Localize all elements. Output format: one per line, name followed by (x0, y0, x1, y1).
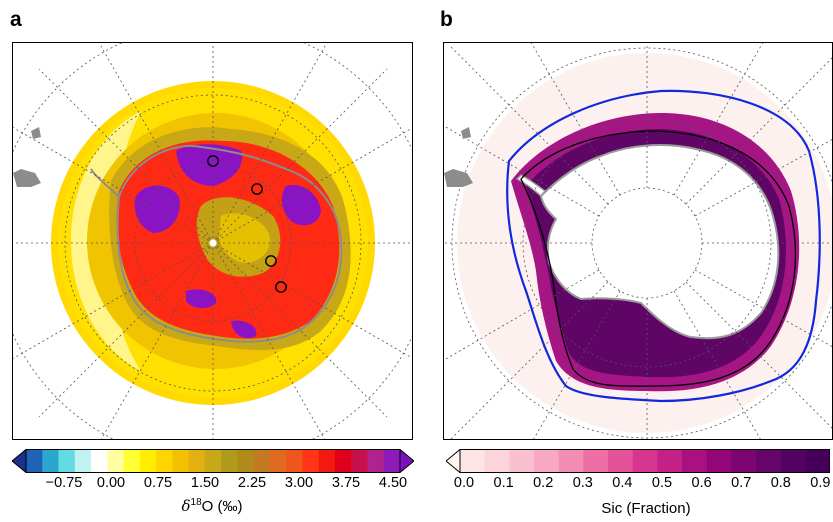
delta18o-purple-patch-south (186, 289, 217, 309)
colorbar-a-segment (74, 449, 92, 473)
panel-label-a: a (10, 8, 22, 31)
ice-core-site-2 (251, 183, 263, 195)
colorbar-a-segment (107, 449, 124, 473)
colorbar-a-extend-max (399, 448, 415, 474)
colorbar-a-segment (156, 449, 173, 473)
colorbar-b-segment (657, 449, 683, 473)
colorbar-b (445, 448, 831, 474)
colorbar-b-tick-label: 0.6 (691, 475, 712, 491)
colorbar-a-segment (188, 449, 206, 473)
graticule-b (444, 43, 832, 439)
delta18o-purple-patch-east (281, 184, 321, 226)
colorbar-b-extend-min (445, 448, 461, 474)
colorbar-b-tick-label: 0.5 (651, 475, 673, 491)
colorbar-b-tick-label: 0.9 (810, 475, 831, 491)
colorbar-a-tick-label: 1.50 (190, 475, 220, 491)
ice-core-site-3 (265, 255, 277, 267)
land-fragment-b-2 (461, 127, 471, 139)
colorbar-b-tick-label: 0.3 (572, 475, 593, 491)
colorbar-b-segment (632, 449, 658, 473)
colorbar-b-segment (534, 449, 559, 473)
peninsula-a (90, 168, 120, 198)
colorbar-b-tick-label: 0.4 (612, 475, 633, 491)
colorbar-a-segment (302, 449, 319, 473)
colorbar-a-segment (204, 449, 222, 473)
colorbar-b-segment (706, 449, 732, 473)
map-panel-a (12, 42, 413, 440)
colorbar-a-tick-label: 0.75 (143, 475, 173, 491)
ice-core-site-4 (275, 281, 287, 293)
colorbar-a-segment (318, 449, 336, 473)
colorbar-a-tick-label: 4.50 (378, 475, 408, 491)
colorbar-a-segment (42, 449, 59, 473)
land-fragment-b-1 (444, 169, 473, 187)
land-fragment-a-1 (13, 169, 41, 187)
colorbar-a-segment (26, 449, 43, 473)
colorbar-a (11, 448, 415, 474)
colorbar-b-tick-label: 0.7 (731, 475, 752, 491)
colorbar-a-segment (237, 449, 254, 473)
colorbar-b-segment (756, 449, 781, 473)
map-panel-b (443, 42, 833, 440)
colorbar-b-segment (583, 449, 609, 473)
colorbar-b-segment (805, 449, 831, 473)
land-fragment-a-2 (31, 127, 41, 139)
south-pole-marker (209, 239, 217, 247)
observed-ice-edge (506, 89, 821, 403)
coastline-a (116, 145, 343, 343)
colorbar-b-tick-label: 0.1 (493, 475, 514, 491)
colorbar-a-segment (351, 449, 368, 473)
colorbar-b-svg (445, 448, 831, 474)
colorbar-b-segment (460, 449, 485, 473)
colorbar-a-segment (253, 449, 271, 473)
colorbar-a-tick-label: −0.75 (45, 475, 83, 491)
colorbar-a-svg (11, 448, 415, 474)
colorbar-a-title: δ18O (‰) (182, 497, 243, 515)
colorbar-b-segment (608, 449, 633, 473)
delta18o-plateau-yellow (219, 213, 270, 263)
colorbar-a-extend-min (11, 448, 27, 474)
peninsula-b (515, 174, 547, 198)
colorbar-b-segment (509, 449, 535, 473)
graticule-a (13, 43, 412, 439)
map-a-svg (13, 43, 412, 439)
colorbar-a-segment (139, 449, 157, 473)
isotope-superscript: 18 (190, 497, 202, 508)
colorbar-a-segment (123, 449, 141, 473)
colorbar-b-segment (780, 449, 806, 473)
colorbar-a-segment (383, 449, 401, 473)
colorbar-a-tick-label: 3.75 (331, 475, 361, 491)
colorbar-a-segment (334, 449, 352, 473)
map-b-svg (444, 43, 832, 439)
colorbar-a-tick-label: 3.00 (284, 475, 314, 491)
ice-core-sites-a (207, 155, 287, 293)
colorbar-b-segment (484, 449, 510, 473)
colorbar-a-segment (221, 449, 238, 473)
colorbar-b-segment (558, 449, 584, 473)
colorbar-b-segment (731, 449, 757, 473)
colorbar-a-title-rest: O (‰) (201, 498, 243, 515)
colorbar-b-title: Sic (Fraction) (601, 500, 691, 517)
delta18o-purple-patch-se (231, 320, 257, 339)
colorbar-a-segment (91, 449, 108, 473)
panel-label-b: b (440, 8, 453, 31)
colorbar-a-tick-label: 2.25 (237, 475, 267, 491)
colorbar-b-tick-label: 0.2 (533, 475, 554, 491)
colorbar-b-segment (682, 449, 707, 473)
delta18o-purple-patch-west (134, 185, 180, 233)
colorbar-b-tick-label: 0.8 (770, 475, 791, 491)
colorbar-a-tick-label: 0.00 (96, 475, 126, 491)
colorbar-a-segment (367, 449, 385, 473)
colorbar-a-segment (172, 449, 189, 473)
model-ice-edge (520, 130, 797, 387)
colorbar-a-segment (286, 449, 303, 473)
colorbar-a-segment (269, 449, 287, 473)
colorbar-a-segment (58, 449, 76, 473)
ice-core-site-1 (207, 155, 219, 167)
delta-symbol: δ (181, 497, 191, 515)
colorbar-b-tick-label: 0.0 (453, 475, 475, 491)
